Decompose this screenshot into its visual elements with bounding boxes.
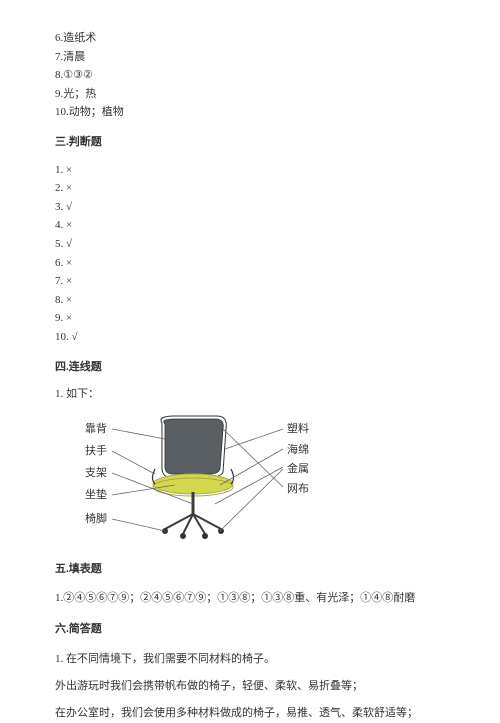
- section-6-title: 六.简答题: [55, 621, 445, 639]
- judgment-6: 6. ×: [55, 255, 445, 273]
- label-backrest: 靠背: [65, 421, 107, 439]
- short-p3: 在办公室时，我们会使用多种材料做成的椅子，易推、透气、柔软舒适等；: [55, 703, 445, 723]
- label-leg: 椅脚: [65, 511, 107, 529]
- judgment-9: 9. ×: [55, 310, 445, 328]
- short-p2: 外出游玩时我们会携带帆布做的椅子，轻便、柔软、易折叠等；: [55, 676, 445, 697]
- item-6: 6.造纸术: [55, 30, 445, 48]
- label-sponge: 海绵: [287, 442, 309, 460]
- chair-diagram: 靠背 扶手 支架 坐垫 椅脚 塑料 海绵 金属 网布: [65, 409, 325, 549]
- item-10: 10.动物；植物: [55, 104, 445, 122]
- item-9: 9.光；热: [55, 86, 445, 104]
- fill-answers-continued: 6.造纸术 7.清晨 8.①③② 9.光；热 10.动物；植物: [55, 30, 445, 122]
- label-seat: 坐垫: [65, 487, 107, 505]
- judgment-8: 8. ×: [55, 292, 445, 310]
- item-7: 7.清晨: [55, 49, 445, 67]
- judgment-3: 3. √: [55, 199, 445, 217]
- judgment-list: 1. × 2. × 3. √ 4. × 5. √ 6. × 7. × 8. × …: [55, 162, 445, 347]
- label-mesh: 网布: [287, 481, 309, 499]
- section-4-title: 四.连线题: [55, 359, 445, 377]
- connect-intro: 1. 如下：: [55, 386, 445, 404]
- judgment-4: 4. ×: [55, 217, 445, 235]
- judgment-1: 1. ×: [55, 162, 445, 180]
- judgment-2: 2. ×: [55, 180, 445, 198]
- label-armrest: 扶手: [65, 443, 107, 461]
- section-3-title: 三.判断题: [55, 134, 445, 152]
- label-frame: 支架: [65, 465, 107, 483]
- item-8: 8.①③②: [55, 67, 445, 85]
- section-5-title: 五.填表题: [55, 561, 445, 579]
- label-plastic: 塑料: [287, 421, 309, 439]
- judgment-7: 7. ×: [55, 273, 445, 291]
- fill-answer-1: 1.②④⑤⑥⑦⑨；②④⑤⑥⑦⑨；①③⑧；①③⑧重、有光泽；①④⑧耐磨: [55, 588, 445, 609]
- label-metal: 金属: [287, 461, 309, 479]
- short-p1: 1. 在不同情境下，我们需要不同材料的椅子。: [55, 649, 445, 670]
- judgment-10: 10. √: [55, 329, 445, 347]
- judgment-5: 5. √: [55, 236, 445, 254]
